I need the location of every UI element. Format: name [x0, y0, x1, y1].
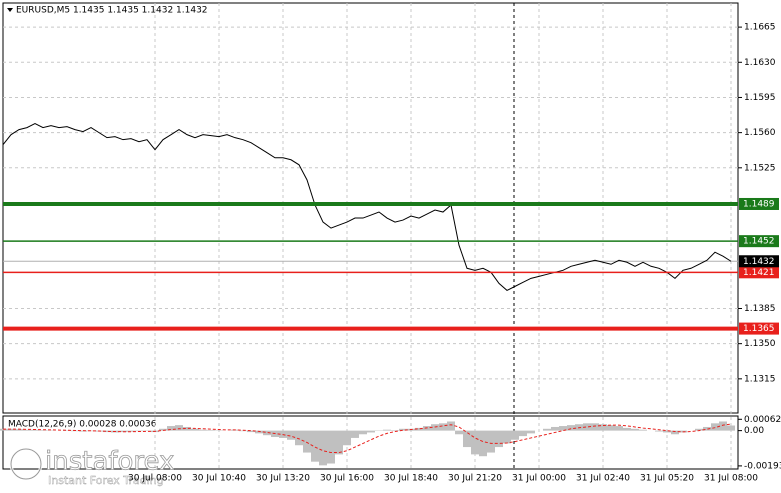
- x-tick-label: 30 Jul 18:40: [384, 474, 438, 484]
- macd-bar: [495, 431, 503, 447]
- macd-bar: [511, 431, 519, 440]
- x-tick-label: 31 Jul 05:20: [640, 474, 694, 484]
- level-label: 1.1365: [743, 324, 775, 334]
- y-tick-label: 1.1595: [744, 93, 776, 103]
- x-tick-label: 30 Jul 08:00: [128, 474, 182, 484]
- x-tick-label: 30 Jul 16:00: [320, 474, 374, 484]
- y-tick-label: 0.00062: [744, 415, 781, 425]
- macd-bar: [343, 431, 351, 446]
- macd-bar: [335, 431, 343, 455]
- macd-bar: [727, 426, 735, 431]
- y-tick-label: 1.1665: [744, 23, 776, 33]
- macd-bar: [455, 431, 463, 435]
- macd-bar: [439, 423, 447, 430]
- last-price-label: 1.1432: [743, 257, 775, 267]
- level-label: 1.1452: [743, 237, 775, 247]
- macd-bar: [607, 425, 615, 430]
- macd-bar: [567, 425, 575, 430]
- macd-bar: [319, 431, 327, 466]
- y-tick-label: 0.00: [744, 426, 764, 436]
- macd-bar: [655, 431, 663, 432]
- macd-bar: [191, 429, 199, 431]
- macd-bar: [719, 421, 727, 430]
- macd-bar: [631, 429, 639, 431]
- x-tick-label: 31 Jul 08:00: [704, 474, 758, 484]
- x-tick-label: 30 Jul 10:40: [192, 474, 246, 484]
- macd-bar: [295, 431, 303, 446]
- macd-bar: [471, 431, 479, 455]
- macd-bar: [383, 430, 391, 431]
- macd-bar: [591, 423, 599, 430]
- macd-bar: [623, 428, 631, 431]
- x-tick-label: 30 Jul 13:20: [256, 474, 310, 484]
- y-tick-label: -0.00193: [744, 461, 781, 471]
- macd-bar: [615, 426, 623, 431]
- macd-bar: [639, 430, 647, 431]
- macd-bar: [199, 430, 207, 431]
- y-tick-label: 1.1630: [744, 58, 776, 68]
- macd-bar: [463, 431, 471, 447]
- macd-bar: [479, 431, 487, 457]
- macd-bar: [327, 431, 335, 464]
- macd-bar: [527, 431, 535, 434]
- macd-bar: [359, 431, 367, 435]
- macd-bar: [367, 431, 375, 433]
- logo-name: instaforex: [45, 447, 174, 477]
- chart-title: EURUSD,M5 1.1435 1.1435 1.1432 1.1432: [16, 6, 208, 16]
- x-tick-label: 31 Jul 00:00: [512, 474, 566, 484]
- level-label: 1.1421: [743, 268, 775, 278]
- macd-bar: [207, 430, 215, 431]
- macd-bar: [175, 425, 183, 430]
- x-tick-label: 30 Jul 21:20: [448, 474, 502, 484]
- macd-bar: [351, 431, 359, 438]
- y-tick-label: 1.1525: [744, 163, 776, 173]
- macd-bar: [543, 429, 551, 431]
- y-tick-label: 1.1385: [744, 304, 776, 314]
- macd-bar: [503, 431, 511, 444]
- x-tick-label: 31 Jul 02:40: [576, 474, 630, 484]
- macd-bar: [391, 430, 399, 431]
- macd-bar: [551, 427, 559, 431]
- level-label: 1.1489: [743, 199, 775, 209]
- macd-bar: [519, 431, 527, 436]
- macd-bar: [311, 431, 319, 462]
- y-tick-label: 1.1350: [744, 339, 776, 349]
- y-tick-label: 1.1560: [744, 128, 776, 138]
- macd-title: MACD(12,26,9) 0.00028 0.00036: [8, 420, 157, 430]
- macd-bar: [487, 431, 495, 453]
- y-tick-label: 1.1315: [744, 374, 776, 384]
- macd-bar: [447, 421, 455, 430]
